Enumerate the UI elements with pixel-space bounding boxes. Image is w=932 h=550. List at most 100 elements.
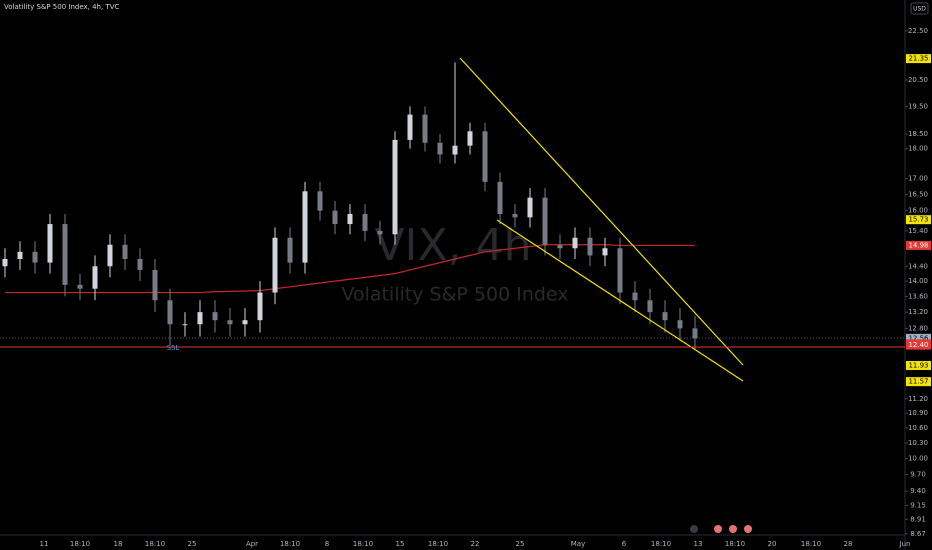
x-tick-label: 18:10 bbox=[801, 540, 821, 548]
x-tick-label: 18:10 bbox=[353, 540, 373, 548]
price-tag bbox=[906, 54, 931, 64]
bottom-icons bbox=[690, 525, 752, 533]
candle-body bbox=[287, 237, 293, 263]
candle-body bbox=[197, 312, 203, 325]
x-tick-label: 6 bbox=[622, 540, 627, 548]
y-tick-label: 16.00 bbox=[908, 207, 928, 215]
y-tick-label: 22.50 bbox=[908, 27, 928, 35]
price-tag-label: 21.35 bbox=[908, 55, 928, 63]
candle-body bbox=[167, 300, 173, 325]
candle-body bbox=[302, 191, 308, 263]
x-tick-label: 18:10 bbox=[725, 540, 745, 548]
watermark-name: Volatility S&P 500 Index bbox=[341, 284, 568, 306]
x-tick-label: 8 bbox=[325, 540, 329, 548]
y-tick-label: 19.50 bbox=[908, 102, 928, 110]
x-tick-label: Jun bbox=[899, 540, 911, 548]
currency-label: USD bbox=[913, 6, 926, 13]
x-tick-label: 20 bbox=[768, 540, 777, 548]
event-icon[interactable] bbox=[714, 525, 722, 533]
event-icon[interactable] bbox=[729, 525, 737, 533]
candle-body bbox=[182, 324, 188, 326]
x-tick-label: 22 bbox=[471, 540, 480, 548]
candle-body bbox=[527, 197, 533, 218]
y-tick-label: 17.00 bbox=[908, 175, 928, 183]
candle-body bbox=[452, 145, 458, 155]
candle-body bbox=[62, 224, 68, 285]
candle-body bbox=[107, 244, 113, 267]
x-tick-label: 28 bbox=[844, 540, 853, 548]
x-tick-label: 18 bbox=[114, 540, 123, 548]
moving-average bbox=[5, 244, 695, 294]
candle-body bbox=[647, 300, 653, 313]
x-tick-label: 18:10 bbox=[145, 540, 165, 548]
candle-body bbox=[362, 214, 368, 231]
x-tick-label: 18:10 bbox=[280, 540, 300, 548]
candle-body bbox=[482, 131, 488, 182]
watermark-symbol: VIX, 4h bbox=[374, 220, 531, 271]
y-tick-label: 8.67 bbox=[910, 530, 926, 538]
x-tick-label: 25 bbox=[516, 540, 525, 548]
price-tag bbox=[906, 360, 931, 370]
price-tag bbox=[906, 240, 931, 250]
candle-body bbox=[542, 197, 548, 245]
trend-line-lower[interactable] bbox=[496, 219, 744, 382]
candle-body bbox=[422, 114, 428, 143]
candle-body bbox=[632, 292, 638, 301]
y-tick-label: 9.70 bbox=[910, 471, 926, 479]
y-tick-label: 13.20 bbox=[908, 308, 928, 316]
candle-body bbox=[77, 284, 83, 289]
candle-body bbox=[242, 320, 248, 325]
x-tick-label: 15 bbox=[396, 540, 405, 548]
candle-body bbox=[317, 191, 323, 211]
candle-body bbox=[602, 248, 608, 256]
price-tag bbox=[906, 340, 931, 350]
candle-body bbox=[32, 251, 38, 263]
candle-body bbox=[557, 244, 563, 249]
trend-line-upper[interactable] bbox=[459, 57, 744, 366]
x-tick-label: 11 bbox=[40, 540, 49, 548]
y-tick-label: 11.20 bbox=[908, 395, 928, 403]
y-tick-label: 10.30 bbox=[908, 439, 928, 447]
y-tick-label: 9.40 bbox=[910, 487, 926, 495]
y-tick-label: 8.91 bbox=[910, 515, 926, 523]
y-tick-label: 18.50 bbox=[908, 130, 928, 138]
candle-body bbox=[227, 320, 233, 325]
x-tick-label: 18:10 bbox=[428, 540, 448, 548]
price-tag bbox=[906, 333, 931, 343]
event-icon[interactable] bbox=[690, 525, 698, 533]
candle-body bbox=[47, 224, 53, 263]
y-tick-label: 20.50 bbox=[908, 76, 928, 84]
candle-body bbox=[677, 320, 683, 329]
y-tick-label: 13.60 bbox=[908, 292, 928, 300]
candle-body bbox=[467, 131, 473, 146]
x-tick-label: 18:10 bbox=[651, 540, 671, 548]
x-tick-label: Apr bbox=[246, 540, 258, 548]
candle-body bbox=[152, 269, 158, 301]
candle-body bbox=[347, 214, 353, 225]
y-tick-label: 14.00 bbox=[908, 277, 928, 285]
candle-body bbox=[407, 114, 413, 140]
y-tick-label: 10.60 bbox=[908, 424, 928, 432]
x-tick-label: May bbox=[571, 540, 585, 548]
y-tick-label: 12.80 bbox=[908, 324, 928, 332]
y-tick-label: 9.15 bbox=[910, 501, 926, 509]
candle-body bbox=[497, 181, 503, 215]
y-tick-label: 14.40 bbox=[908, 262, 928, 270]
y-tick-label: 15.40 bbox=[908, 227, 928, 235]
y-tick-label: 18.00 bbox=[908, 145, 928, 153]
candle-body bbox=[392, 139, 398, 235]
price-tag-label: 11.57 bbox=[908, 378, 928, 386]
y-tick-label: 16.50 bbox=[908, 190, 928, 198]
symbol-header[interactable]: Volatility S&P 500 Index, 4h, TVC bbox=[4, 3, 120, 11]
price-tag-label: 11.93 bbox=[908, 361, 928, 369]
x-tick-label: 25 bbox=[188, 540, 197, 548]
candle-body bbox=[257, 292, 263, 321]
ssl-annotation: SSL bbox=[167, 344, 180, 352]
candle-body bbox=[437, 142, 443, 155]
candle-body bbox=[617, 248, 623, 293]
x-tick-label: 18:10 bbox=[70, 540, 90, 548]
price-tag bbox=[906, 215, 931, 225]
event-icon[interactable] bbox=[744, 525, 752, 533]
currency-button[interactable] bbox=[910, 2, 929, 15]
candle-body bbox=[17, 251, 23, 259]
